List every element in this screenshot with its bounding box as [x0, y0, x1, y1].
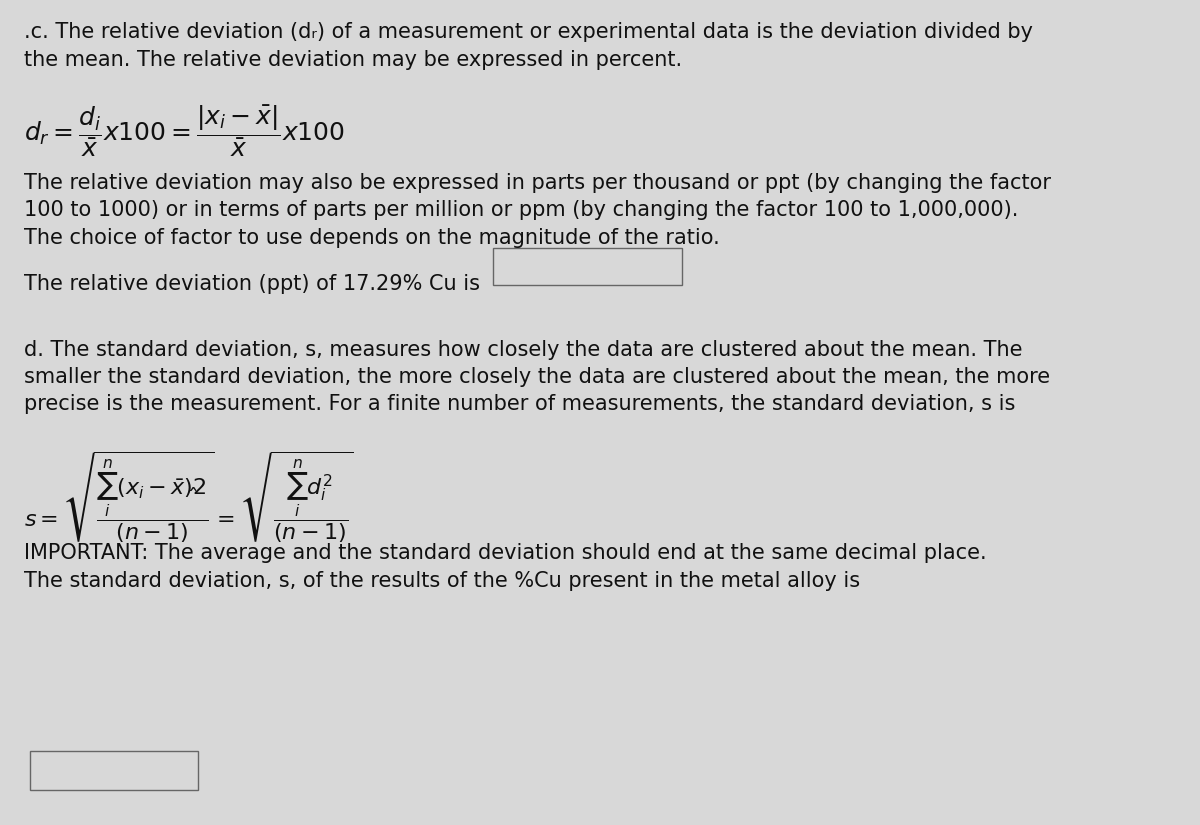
- Text: precise is the measurement. For a finite number of measurements, the standard de: precise is the measurement. For a finite…: [24, 394, 1015, 414]
- Text: The standard deviation, s, of the results of the %Cu present in the metal alloy : The standard deviation, s, of the result…: [24, 571, 860, 591]
- Text: d. The standard deviation, s, measures how closely the data are clustered about : d. The standard deviation, s, measures h…: [24, 340, 1022, 360]
- FancyBboxPatch shape: [492, 248, 682, 285]
- Text: the mean. The relative deviation may be expressed in percent.: the mean. The relative deviation may be …: [24, 50, 682, 69]
- Text: 100 to 1000) or in terms of parts per million or ppm (by changing the factor 100: 100 to 1000) or in terms of parts per mi…: [24, 200, 1018, 220]
- Text: $d_r = \dfrac{d_i}{\bar{x}} x100 = \dfrac{|x_i-\bar{x}|}{\bar{x}} x100$: $d_r = \dfrac{d_i}{\bar{x}} x100 = \dfra…: [24, 103, 344, 159]
- Text: $s = \sqrt{\dfrac{\sum_i^n (x_i - \bar{x})\hat{}2}{(n-1)}} = \sqrt{\dfrac{\sum_i: $s = \sqrt{\dfrac{\sum_i^n (x_i - \bar{x…: [24, 450, 354, 544]
- Text: .c. The relative deviation (dᵣ) of a measurement or experimental data is the dev: .c. The relative deviation (dᵣ) of a mea…: [24, 22, 1033, 42]
- Text: The relative deviation may also be expressed in parts per thousand or ppt (by ch: The relative deviation may also be expre…: [24, 173, 1051, 193]
- FancyBboxPatch shape: [30, 751, 198, 790]
- Text: IMPORTANT: The average and the standard deviation should end at the same decimal: IMPORTANT: The average and the standard …: [24, 543, 986, 563]
- Text: The choice of factor to use depends on the magnitude of the ratio.: The choice of factor to use depends on t…: [24, 228, 720, 248]
- Text: smaller the standard deviation, the more closely the data are clustered about th: smaller the standard deviation, the more…: [24, 367, 1050, 387]
- Text: The relative deviation (ppt) of 17.29% Cu is: The relative deviation (ppt) of 17.29% C…: [24, 274, 480, 294]
